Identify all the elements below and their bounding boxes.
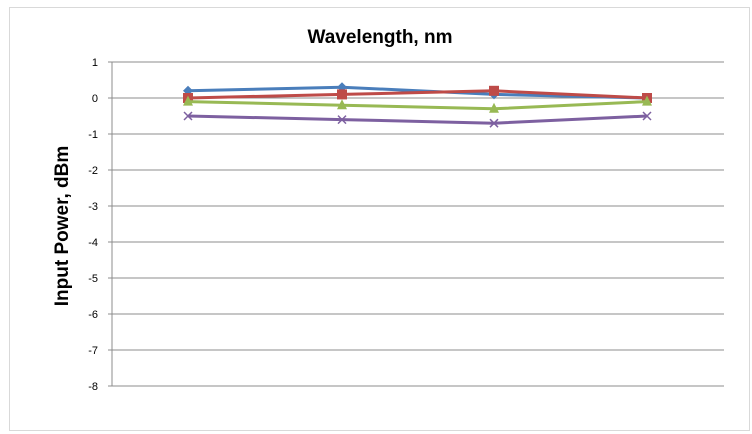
series-3-line xyxy=(187,100,648,111)
series-3-point xyxy=(642,95,652,106)
chart-title: Wavelength, nm xyxy=(308,27,453,48)
y-tick-labels: 1 0 -1 -2 -3 -4 -5 -6 -7 -8 xyxy=(88,57,112,393)
series-2-point xyxy=(489,85,499,96)
series-4-point xyxy=(337,115,347,125)
y-tick-label: -4 xyxy=(88,237,98,249)
series-3-point xyxy=(183,95,193,106)
y-tick-label: -6 xyxy=(88,309,98,321)
y-tick-label: 0 xyxy=(92,93,98,105)
series-3-point xyxy=(489,102,499,113)
series-4-point xyxy=(489,118,499,128)
series-3-point xyxy=(337,99,347,110)
chart-area xyxy=(9,7,750,431)
y-axis-label: Input Power, dBm xyxy=(52,146,73,306)
series-4-line xyxy=(187,114,648,125)
y-tick-label: -3 xyxy=(88,201,98,213)
y-tick-label: -7 xyxy=(88,345,98,357)
series-2-point xyxy=(337,89,347,100)
y-tick-label: 1 xyxy=(92,57,98,69)
y-tick-label: -8 xyxy=(88,381,98,393)
series-1-line xyxy=(187,85,648,100)
gridlines xyxy=(111,61,724,387)
y-tick-label: -1 xyxy=(88,129,98,141)
series-2-line xyxy=(187,89,648,100)
series-4-point xyxy=(642,111,652,121)
y-tick-label: -5 xyxy=(88,273,98,285)
y-tick-label: -2 xyxy=(88,165,98,177)
series-4-point xyxy=(183,111,193,121)
series-lines xyxy=(183,82,652,128)
